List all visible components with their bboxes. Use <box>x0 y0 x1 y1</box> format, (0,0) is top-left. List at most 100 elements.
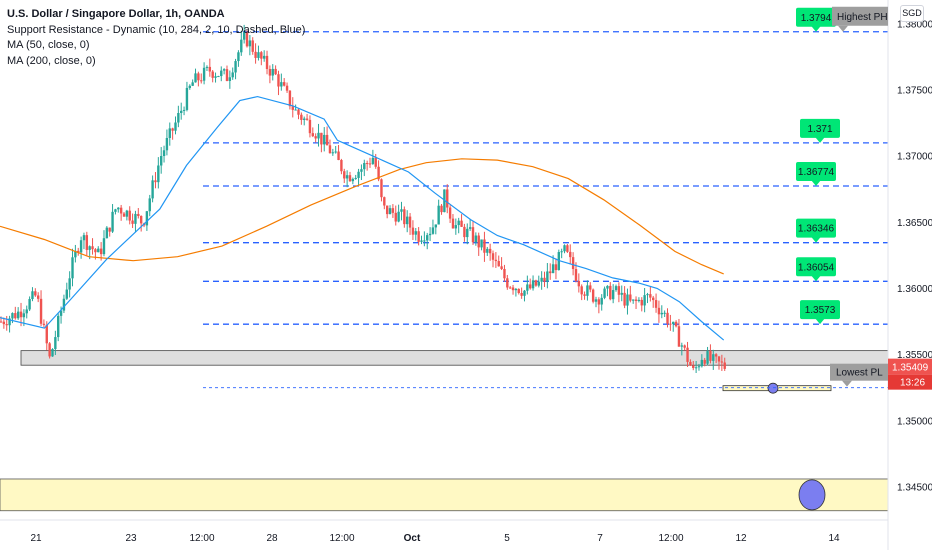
candle <box>546 263 549 289</box>
candle-body <box>220 70 223 77</box>
candle <box>497 255 500 267</box>
candle-body <box>214 76 217 78</box>
candle-body <box>700 359 704 367</box>
candle <box>428 227 432 241</box>
candle-body <box>82 235 86 241</box>
candle-body <box>88 246 91 250</box>
candle <box>139 215 143 232</box>
candle <box>503 264 506 282</box>
candle-body <box>194 73 197 83</box>
indicator-ma50-label[interactable]: MA (50, close, 0) <box>7 39 90 51</box>
candle <box>331 148 335 156</box>
candle-body <box>97 248 100 253</box>
candle <box>385 205 389 219</box>
candle-body <box>546 271 549 282</box>
candle <box>597 297 601 314</box>
candle-body <box>689 361 692 366</box>
candle <box>159 147 163 174</box>
candle-body <box>600 297 603 305</box>
candle <box>248 34 252 56</box>
candle <box>431 219 435 235</box>
support-zone-yellow <box>0 478 889 512</box>
symbol-title[interactable]: U.S. Dollar / Singapore Dollar, 1h, OAND… <box>7 8 225 20</box>
candle-body <box>257 52 260 58</box>
resistance-label-pointer <box>811 236 821 243</box>
candle-body <box>408 216 412 228</box>
candle-body <box>245 32 249 47</box>
candle <box>637 297 641 303</box>
candle-body <box>157 165 160 183</box>
candle <box>11 312 14 324</box>
candle <box>360 164 363 181</box>
y-tick-label: 1.36500 <box>897 218 932 229</box>
candle-body <box>531 280 535 289</box>
candle-body <box>217 76 220 78</box>
candle-body <box>182 109 186 111</box>
candle-body <box>503 268 506 279</box>
candle-body <box>603 288 606 298</box>
candle-body <box>434 224 438 228</box>
candle-body <box>99 248 103 255</box>
candle <box>171 127 174 140</box>
candle <box>714 353 718 364</box>
candle <box>440 204 443 215</box>
candle-body <box>268 69 272 76</box>
candle <box>463 223 466 242</box>
candle-body <box>694 367 698 369</box>
resistance-label-box <box>796 257 836 277</box>
candle <box>271 64 274 81</box>
candle <box>631 299 635 304</box>
candle-body <box>566 245 569 252</box>
candle <box>383 196 386 210</box>
indicator-ma200-label[interactable]: MA (200, close, 0) <box>7 54 96 67</box>
candle <box>274 65 277 76</box>
candle <box>689 359 692 367</box>
candle-body <box>2 321 6 325</box>
candle <box>345 170 349 188</box>
candle-body <box>411 227 415 235</box>
candle-body <box>31 291 34 300</box>
candle <box>222 68 226 75</box>
candle <box>657 300 661 323</box>
x-tick-label: 7 <box>597 533 603 544</box>
candle <box>48 342 51 359</box>
candle <box>205 65 209 71</box>
candle-body <box>686 347 689 362</box>
candle-body <box>494 259 498 262</box>
candle <box>368 157 372 168</box>
candle-body <box>260 52 263 59</box>
candle-body <box>240 39 243 53</box>
candle-body <box>308 119 312 134</box>
candle <box>79 236 83 259</box>
candle-body <box>360 169 363 172</box>
candle-body <box>159 156 163 166</box>
candle <box>643 287 646 313</box>
candle <box>600 294 603 311</box>
candle <box>365 160 369 171</box>
candle <box>626 288 629 315</box>
candle <box>388 205 392 215</box>
resistance-label-5: 1.3573 <box>800 300 840 325</box>
currency-button[interactable]: SGD <box>900 5 924 22</box>
candle-body <box>154 180 157 183</box>
candle <box>405 210 409 233</box>
candle-body <box>454 225 458 229</box>
candle-body <box>420 240 423 242</box>
resistance-label-2: 1.36774 <box>796 162 836 187</box>
candle <box>526 275 529 295</box>
candle <box>566 243 569 253</box>
candle-body <box>437 205 440 225</box>
y-tick-label: 1.37000 <box>897 152 932 163</box>
indicator-sr-label[interactable]: Support Resistance - Dynamic (10, 284, 2… <box>7 23 306 36</box>
candle <box>380 178 383 202</box>
y-tick-label: 1.34500 <box>897 482 932 493</box>
candle <box>529 278 532 290</box>
candle-body <box>111 211 114 232</box>
candle-body <box>300 114 303 120</box>
candle-body <box>709 351 712 361</box>
candle <box>652 295 655 308</box>
resistance-label-box <box>800 300 840 320</box>
candle <box>614 284 618 292</box>
candle <box>8 315 11 333</box>
